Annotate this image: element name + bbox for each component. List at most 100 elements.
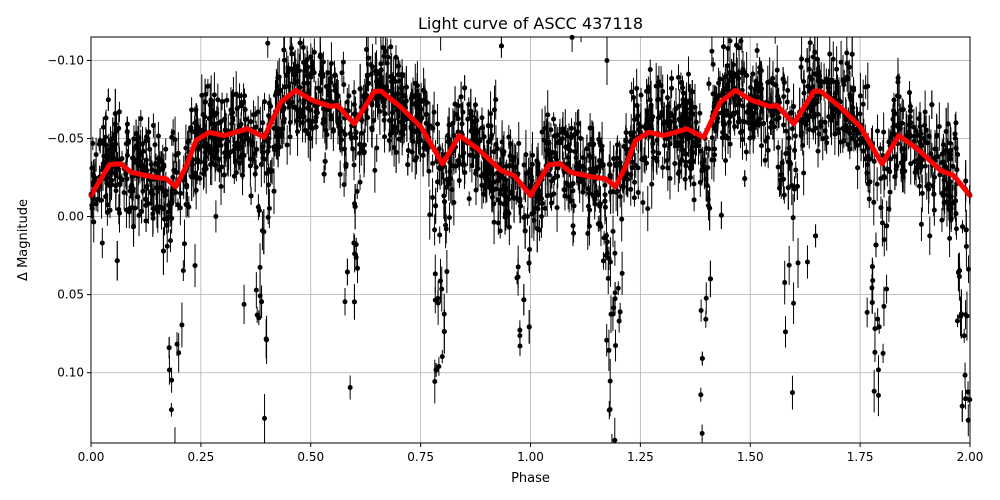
data-point [117,181,123,187]
data-point [105,202,111,208]
data-point [451,132,457,138]
data-point [738,38,744,44]
data-point [950,163,956,169]
data-point [915,162,921,168]
data-point [807,40,813,46]
data-point [446,136,452,142]
data-point [740,66,746,72]
data-point [570,180,576,186]
data-point [841,126,847,132]
data-point [871,388,877,394]
data-point [475,166,481,172]
data-point [241,93,247,99]
data-point [884,223,890,229]
data-point [568,125,574,131]
data-point [262,415,268,421]
data-point [675,74,681,80]
data-point [100,124,106,130]
data-point [282,84,288,90]
data-point [275,75,281,81]
data-point [254,146,260,152]
data-point [667,175,673,181]
data-point [324,132,330,138]
data-point [436,363,442,369]
data-point [820,136,826,142]
data-point [812,49,818,55]
data-point [592,201,598,207]
data-point [846,64,852,70]
data-point [690,158,696,164]
data-point [390,91,396,97]
data-point [807,113,813,119]
data-point [878,205,884,211]
data-point [658,83,664,89]
data-point [606,161,612,167]
data-point [707,276,713,282]
data-point [521,297,527,303]
data-point [103,115,109,121]
data-point [265,182,271,188]
data-point [354,188,360,194]
data-point [593,189,599,195]
data-point [539,196,545,202]
data-point [704,183,710,189]
data-point [112,111,118,117]
data-point [929,102,935,108]
data-point [616,318,622,324]
data-point [619,216,625,222]
data-point [931,174,937,180]
data-point [606,347,612,353]
data-point [857,93,863,99]
data-point [249,142,255,148]
data-point [233,170,239,176]
data-point [131,136,137,142]
data-point [105,97,111,103]
data-point [662,143,668,149]
data-point [287,134,293,140]
data-point [389,130,395,136]
data-point [162,192,168,198]
data-point [572,149,578,155]
data-point [566,142,572,148]
data-point [857,111,863,117]
data-point [412,80,418,86]
data-point [189,107,195,113]
data-point [403,84,409,90]
data-point [826,85,832,91]
data-point [265,40,271,46]
data-point [887,156,893,162]
data-point [781,192,787,198]
data-point [506,134,512,140]
data-point [596,136,602,142]
data-point [678,80,684,86]
data-point [385,88,391,94]
data-point [560,126,566,132]
data-point [521,162,527,168]
data-point [542,205,548,211]
data-point [352,204,358,210]
data-point [341,182,347,188]
data-point [770,80,776,86]
data-point [665,95,671,101]
data-point [781,122,787,128]
data-point [765,135,771,141]
data-point [718,212,724,218]
data-point [953,120,959,126]
data-point [248,119,254,125]
data-point [219,98,225,104]
data-point [155,209,161,215]
data-point [917,139,923,145]
data-point [99,240,105,246]
data-point [91,219,97,225]
data-point [211,92,217,98]
data-point [666,123,672,129]
data-point [723,158,729,164]
data-point [116,210,122,216]
data-point [177,205,183,211]
data-point [778,172,784,178]
data-point [462,85,468,91]
data-point [665,104,671,110]
data-point [759,86,765,92]
data-point [816,73,822,79]
data-point [146,129,152,135]
